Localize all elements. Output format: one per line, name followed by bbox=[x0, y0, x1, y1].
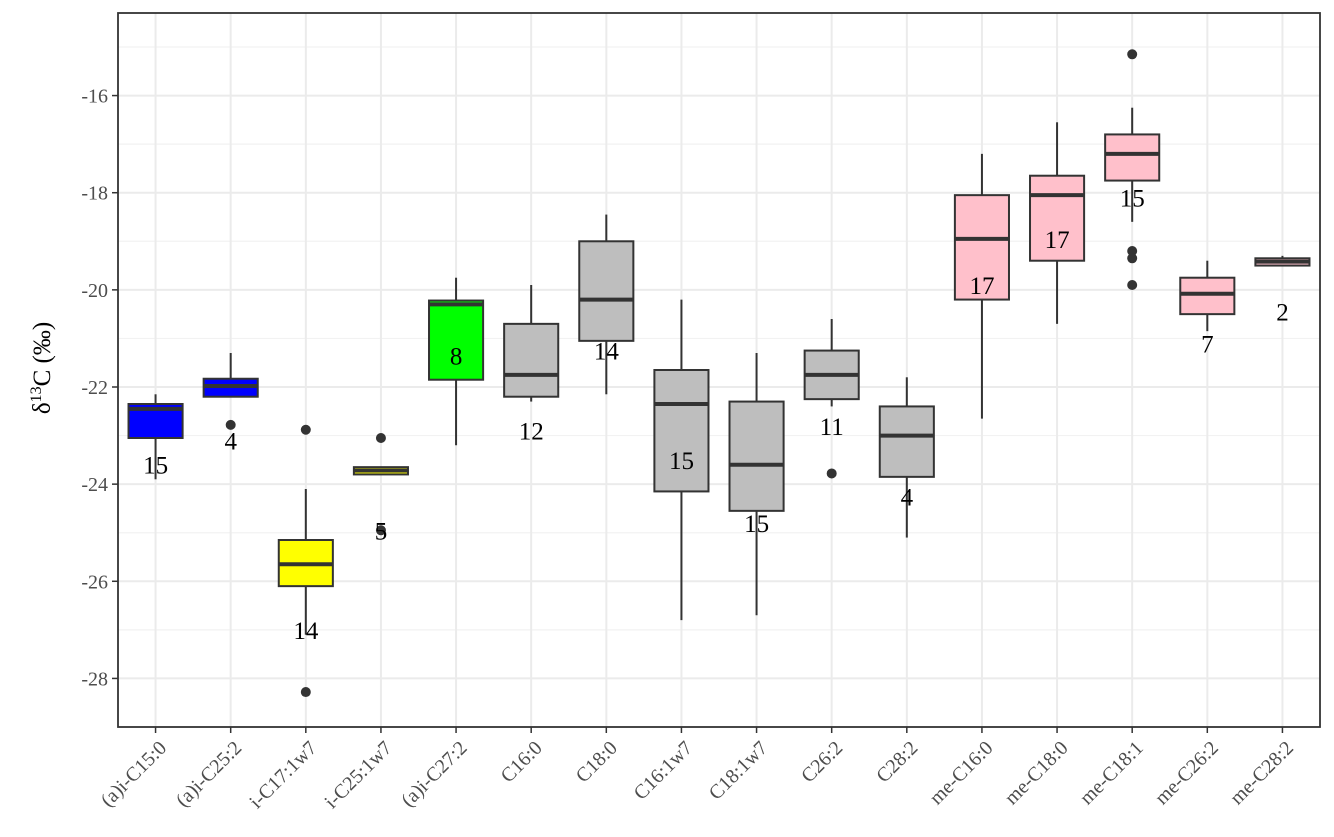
sample-count-label: 14 bbox=[594, 339, 620, 366]
outlier-point bbox=[1127, 253, 1138, 264]
box-group bbox=[352, 433, 409, 536]
x-tick-label: C26:2 bbox=[797, 737, 847, 787]
x-tick-label: me-C18:1 bbox=[1076, 737, 1148, 809]
panel-border bbox=[117, 12, 1321, 728]
box-group bbox=[578, 214, 635, 395]
x-axis: (a)i-C15:0 (a)i-C25:2 i-C17:1w7 i-C25:1w7 (a… bbox=[97, 727, 1298, 813]
sample-count-label: 7 bbox=[1201, 331, 1214, 358]
box-group bbox=[1254, 255, 1311, 267]
grid-layer bbox=[118, 13, 1320, 728]
x-tick-label: i-C17:1w7 bbox=[245, 737, 321, 813]
outlier-point bbox=[225, 419, 236, 430]
box-group bbox=[728, 353, 785, 616]
box-group bbox=[653, 299, 710, 621]
box-iqr bbox=[878, 405, 935, 478]
y-tick-label: -28 bbox=[81, 668, 108, 690]
outlier-point bbox=[1127, 246, 1138, 256]
box-group bbox=[202, 353, 259, 430]
x-tick-label: me-C18:0 bbox=[1000, 737, 1072, 809]
sample-count-label: 17 bbox=[1045, 227, 1070, 254]
y-tick-label: -18 bbox=[81, 183, 108, 205]
x-tick-label: (a)i-C15:0 bbox=[97, 737, 171, 811]
outlier-point bbox=[1127, 49, 1138, 60]
x-tick-label: (a)i-C25:2 bbox=[172, 737, 246, 811]
x-tick-label: C18:0 bbox=[572, 737, 622, 787]
box-iqr bbox=[503, 322, 560, 398]
box-group bbox=[803, 319, 860, 479]
box-iqr bbox=[728, 400, 785, 512]
box-iqr bbox=[953, 194, 1010, 301]
sample-count-label: 5 bbox=[375, 518, 388, 545]
x-tick-label: me-C28:2 bbox=[1226, 737, 1298, 809]
y-tick-label: -20 bbox=[81, 280, 108, 302]
sample-count-label: 11 bbox=[820, 414, 844, 441]
x-tick-label: i-C25:1w7 bbox=[320, 737, 396, 813]
panel-background bbox=[118, 13, 1320, 727]
sample-count-label: 14 bbox=[293, 618, 319, 645]
sample-count-label: 17 bbox=[969, 273, 994, 300]
count-labels-layer: 15 4 14 5 8 12 14 15 15 11 4 17 17 15 7 2 bbox=[143, 186, 1289, 645]
x-tick-label: C16:1w7 bbox=[630, 737, 697, 804]
sample-count-label: 15 bbox=[744, 511, 769, 538]
box-iqr bbox=[1104, 133, 1161, 182]
box-group bbox=[878, 377, 935, 538]
y-axis-title-suffix: C (‰) bbox=[29, 322, 56, 387]
box-iqr bbox=[428, 299, 485, 381]
outlier-point bbox=[826, 468, 837, 479]
box-group bbox=[1179, 260, 1236, 332]
y-tick-label: -22 bbox=[81, 377, 108, 399]
box-iqr bbox=[1179, 276, 1236, 316]
y-tick-label: -24 bbox=[81, 474, 108, 496]
box-group bbox=[1104, 49, 1161, 290]
x-tick-label: me-C26:2 bbox=[1151, 737, 1223, 809]
x-tick-label: (a)i-C27:2 bbox=[397, 737, 471, 811]
y-axis: -28 -26 -24 -22 -20 -18 -16 bbox=[81, 86, 118, 690]
y-tick-label: -16 bbox=[81, 86, 108, 108]
y-axis-title: δ13C (‰) bbox=[28, 322, 56, 414]
outlier-point bbox=[300, 424, 311, 435]
y-axis-title-symbol: δ bbox=[29, 402, 56, 414]
x-tick-label: me-C16:0 bbox=[925, 737, 997, 809]
outlier-point bbox=[375, 525, 386, 536]
sample-count-label: 4 bbox=[224, 428, 237, 455]
outlier-point bbox=[300, 687, 311, 698]
sample-count-label: 4 bbox=[901, 484, 914, 511]
sample-count-label: 2 bbox=[1276, 300, 1289, 327]
sample-count-label: 8 bbox=[450, 343, 463, 370]
box-group bbox=[503, 285, 560, 402]
box-iqr bbox=[653, 369, 710, 493]
box-group bbox=[953, 153, 1010, 419]
box-group bbox=[428, 277, 485, 446]
x-tick-label: C28:2 bbox=[872, 737, 922, 787]
box-iqr bbox=[578, 240, 635, 342]
y-axis-title-superscript: 13 bbox=[28, 386, 45, 402]
sample-count-label: 15 bbox=[1120, 186, 1145, 213]
box-group bbox=[277, 424, 334, 698]
sample-count-label: 15 bbox=[143, 453, 168, 480]
boxes-layer bbox=[127, 49, 1311, 698]
x-tick-label: C16:0 bbox=[497, 737, 547, 787]
sample-count-label: 15 bbox=[669, 448, 694, 475]
outlier-point bbox=[375, 433, 386, 443]
x-tick-label: C18:1w7 bbox=[705, 737, 772, 804]
outlier-point bbox=[1127, 280, 1138, 290]
y-tick-label: -26 bbox=[81, 571, 108, 593]
sample-count-label: 12 bbox=[519, 419, 544, 446]
box-group bbox=[1029, 122, 1086, 324]
box-group bbox=[127, 394, 184, 480]
box-iqr bbox=[1029, 174, 1086, 262]
